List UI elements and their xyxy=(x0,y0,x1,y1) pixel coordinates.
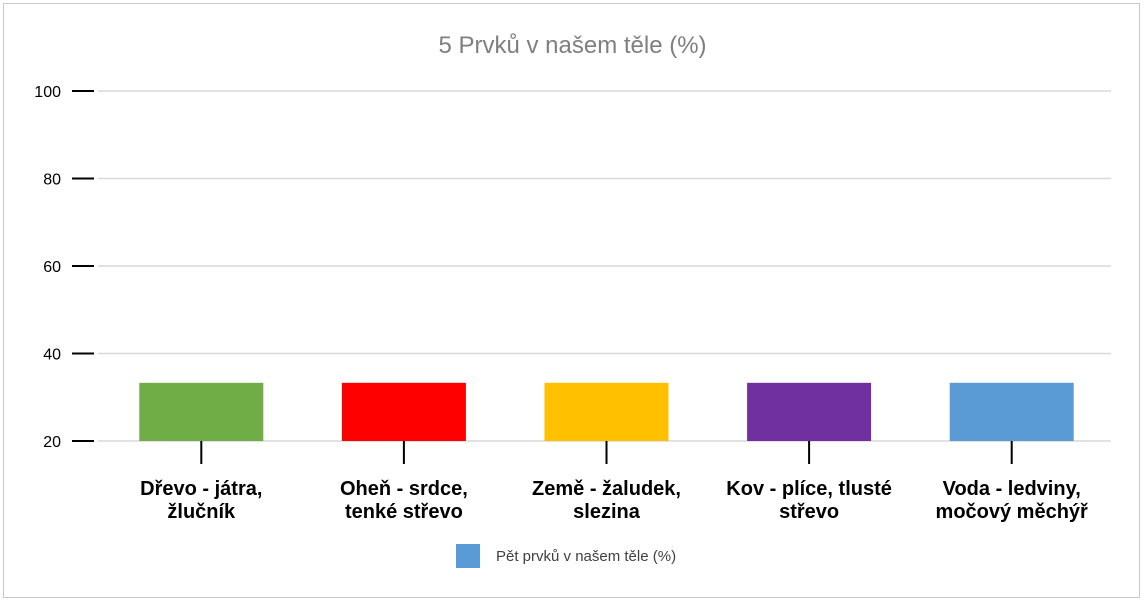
bar-5[interactable] xyxy=(949,382,1074,441)
bar-1[interactable] xyxy=(139,382,264,441)
legend-label: Pět prvků v našem těle (%) xyxy=(496,547,677,565)
y-axis: 20 40 60 80 100 xyxy=(34,84,94,451)
bars xyxy=(139,382,1074,441)
x-category-label-line: Dřevo - játra, xyxy=(140,478,263,500)
y-tick-label: 80 xyxy=(43,172,61,189)
x-category-label-line: Země - žaludek, xyxy=(532,478,681,500)
chart-frame xyxy=(3,3,1140,598)
x-category-label-line: střevo xyxy=(779,501,840,523)
y-tick-label: 20 xyxy=(43,434,61,451)
legend-swatch xyxy=(456,544,480,568)
bar-2[interactable] xyxy=(341,382,466,441)
x-category-label: Dřevo - játra, žlučník xyxy=(111,478,291,524)
x-category-label: Oheň - srdce, tenké střevo xyxy=(314,478,494,524)
x-category-label-line: žlučník xyxy=(167,501,236,523)
y-tick-label: 60 xyxy=(43,259,61,276)
bar-3[interactable] xyxy=(544,382,669,441)
x-category-label: Kov - plíce, tlusté střevo xyxy=(719,478,899,524)
y-tick-label: 100 xyxy=(34,84,61,101)
x-category-label: Země - žaludek, slezina xyxy=(517,478,697,524)
x-category-label-line: slezina xyxy=(573,501,640,523)
x-axis-ticks xyxy=(200,441,1013,464)
x-category-label-line: tenké střevo xyxy=(344,501,463,523)
x-category-label: Voda - ledviny, močový měchýř xyxy=(922,478,1102,524)
x-category-label-line: Voda - ledviny, xyxy=(942,478,1081,500)
x-category-label-line: Oheň - srdce, xyxy=(339,478,468,500)
legend[interactable]: Pět prvků v našem těle (%) xyxy=(456,544,676,568)
x-category-label-line: Kov - plíce, tlusté xyxy=(726,478,892,500)
bar-4[interactable] xyxy=(747,382,872,441)
y-tick-label: 40 xyxy=(43,347,61,364)
chart-title: 5 Prvků v našem těle (%) xyxy=(438,32,707,59)
x-category-label-line: močový měchýř xyxy=(935,501,1088,523)
gridlines xyxy=(98,90,1111,442)
